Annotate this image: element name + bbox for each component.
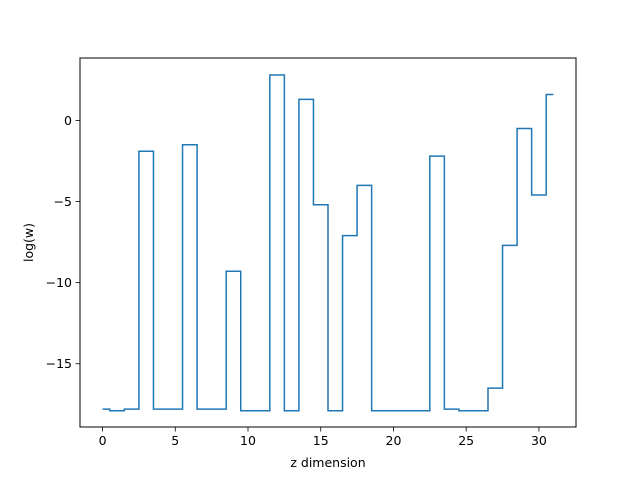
x-axis: 0 5 10 15 20 25 30 — [99, 427, 547, 448]
x-tick-label: 20 — [386, 433, 402, 448]
plot-frame — [79, 57, 577, 428]
x-tick-label: 15 — [313, 433, 329, 448]
x-tick-label: 25 — [458, 433, 474, 448]
y-tick-label: −10 — [46, 275, 72, 290]
y-tick-label: −5 — [54, 194, 72, 209]
series-line-0 — [102, 74, 554, 412]
x-tick-label: 10 — [240, 433, 256, 448]
x-tick-label: 0 — [99, 433, 107, 448]
y-tick-label: −15 — [46, 356, 72, 371]
x-tick-label: 30 — [531, 433, 547, 448]
y-axis: −15 −10 −5 0 — [46, 113, 80, 371]
y-tick-label: 0 — [64, 113, 72, 128]
x-axis-label: z dimension — [290, 455, 365, 470]
y-axis-label: log(w) — [21, 223, 36, 262]
x-tick-label: 5 — [171, 433, 179, 448]
series-layer — [102, 74, 554, 412]
